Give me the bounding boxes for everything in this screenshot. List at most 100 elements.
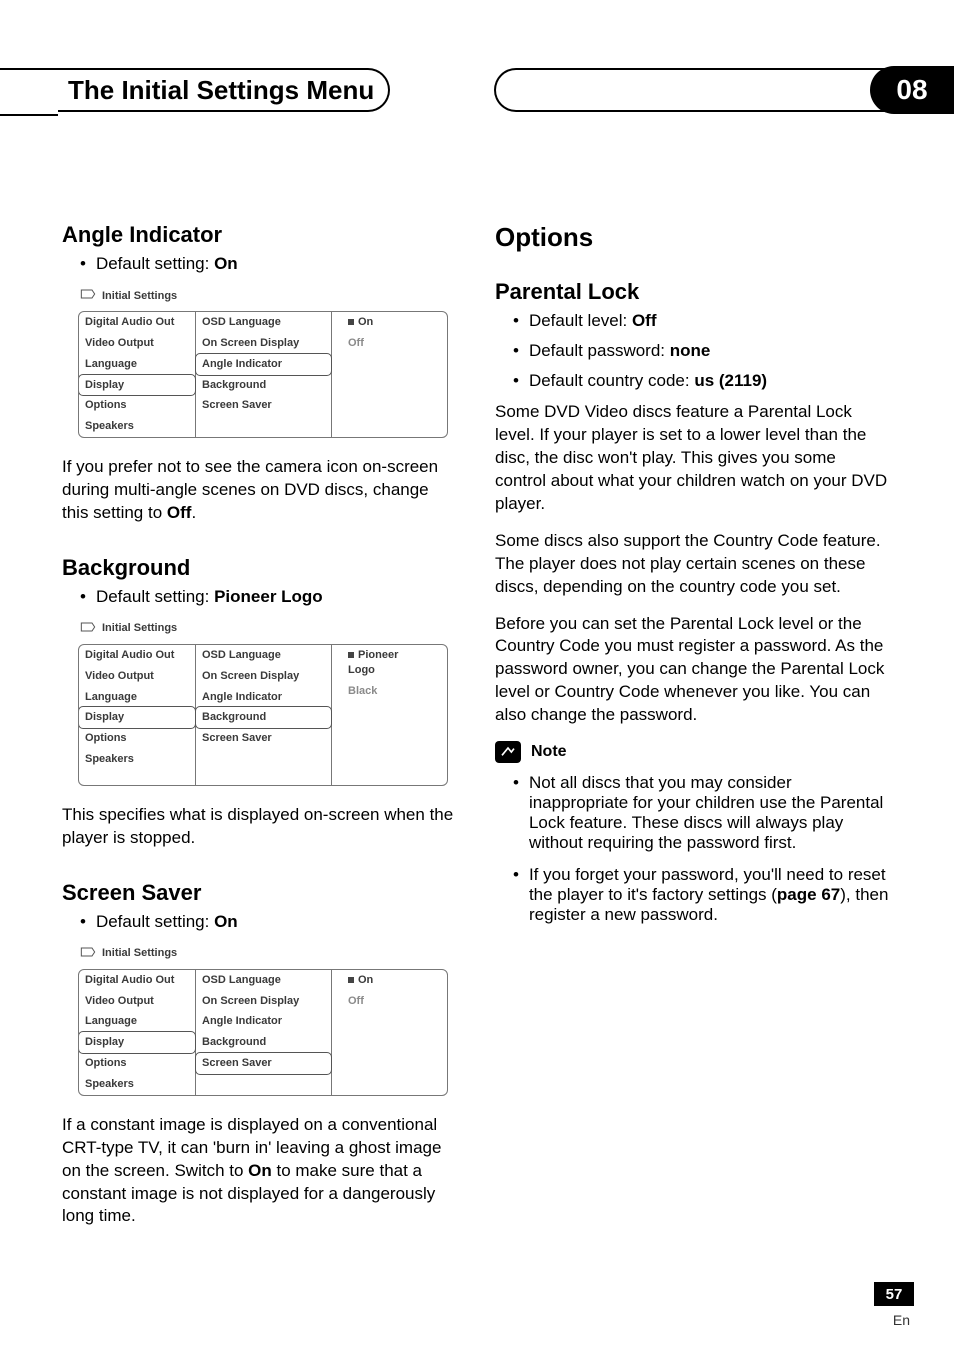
page-lang: En [893,1312,910,1328]
panel-col3-item: On [332,312,431,333]
note-icon [495,741,521,763]
chapter-badge: 08 [870,66,954,114]
panel-col2-item: Screen Saver [195,1052,332,1075]
background-default-value: Pioneer Logo [214,587,323,606]
panel-col1-item: Video Output [79,991,195,1012]
panel-col2-item: Screen Saver [196,728,331,749]
saver-body-b: On [248,1161,272,1180]
angle-body-c: . [191,503,196,522]
panel-col3-item: Off [332,991,431,1012]
panel-col3-item: On [332,970,431,991]
panel-col1-item: Display [78,706,196,729]
settings-icon [80,621,96,636]
panel-col3-item: Pioneer Logo [332,645,431,681]
page-number: 57 [874,1282,914,1306]
note-row: Note [495,741,890,763]
panel-col2-item: OSD Language [196,970,331,991]
header-title-pill: The Initial Settings Menu [58,68,390,112]
note1-text: Not all discs that you may consider inap… [529,773,890,853]
note-label: Note [531,743,567,761]
panel-background-header: Initial Settings [78,617,448,644]
panel-col2-item: OSD Language [196,312,331,333]
settings-icon [80,288,96,303]
panel-col2-item: OSD Language [196,645,331,666]
settings-icon [80,946,96,961]
panel-col1-item: Language [79,1011,195,1032]
note-bullet-2: If you forget your password, you'll need… [513,865,890,925]
panel-col2-item: Angle Indicator [196,687,331,708]
parental-b1-value: Off [632,311,657,330]
parental-b3-value: us (2119) [694,371,767,390]
background-default-label: Default setting: [96,587,214,606]
parental-p1: Some DVD Video discs feature a Parental … [495,401,890,516]
angle-body: If you prefer not to see the camera icon… [62,456,457,525]
panel-col2-item: Background [196,375,331,396]
panel-col1-item: Options [79,728,195,749]
angle-default: Default setting: On [80,254,457,274]
background-body: This specifies what is displayed on-scre… [62,804,457,850]
angle-body-a: If you prefer not to see the camera icon… [62,457,438,522]
note-bullet-1: Not all discs that you may consider inap… [513,773,890,853]
saver-default-value: On [214,912,238,931]
panel-angle-header: Initial Settings [78,284,448,311]
panel-title: Initial Settings [102,290,177,302]
panel-col1-item: Speakers [79,1074,195,1095]
panel-col1-item: Speakers [79,749,195,770]
heading-parental: Parental Lock [495,279,890,305]
panel-title: Initial Settings [102,947,177,959]
parental-b3: Default country code: us (2119) [513,371,890,391]
panel-col1-item: Speakers [79,416,195,437]
left-column: Angle Indicator Default setting: On Init… [62,222,457,1242]
panel-col1-item: Options [79,1053,195,1074]
saver-default-label: Default setting: [96,912,214,931]
parental-p3: Before you can set the Parental Lock lev… [495,613,890,728]
right-column: Options Parental Lock Default level: Off… [495,222,890,935]
parental-b1: Default level: Off [513,311,890,331]
note2b: page 67 [777,885,840,904]
parental-p2: Some discs also support the Country Code… [495,530,890,599]
panel-col2-item: Angle Indicator [196,1011,331,1032]
panel-col2-item: On Screen Display [196,333,331,354]
panel-background-grid: Digital Audio OutVideo OutputLanguageDis… [78,644,448,786]
parental-b3-label: Default country code: [529,371,694,390]
panel-col3-item: Off [332,333,431,354]
header-right: 08 [494,68,954,112]
panel-col1-item: Video Output [79,333,195,354]
panel-col3-item: Black [332,681,431,702]
panel-col1-item: Language [79,687,195,708]
saver-body: If a constant image is displayed on a co… [62,1114,457,1229]
panel-saver: Initial Settings Digital Audio OutVideo … [78,942,448,1096]
panel-col2-item: Background [196,1032,331,1053]
parental-b2-value: none [670,341,711,360]
panel-col1-item: Display [78,374,196,397]
heading-angle: Angle Indicator [62,222,457,248]
page-header: The Initial Settings Menu 08 [0,68,954,116]
header-title: The Initial Settings Menu [62,75,374,106]
panel-col1-item: Language [79,354,195,375]
panel-col2-item: Screen Saver [196,395,331,416]
panel-col2-item: On Screen Display [196,666,331,687]
panel-col2-item: Background [195,706,332,729]
heading-options: Options [495,222,890,253]
background-default: Default setting: Pioneer Logo [80,587,457,607]
panel-col1-item: Digital Audio Out [79,312,195,333]
panel-title: Initial Settings [102,622,177,634]
panel-angle-grid: Digital Audio OutVideo OutputLanguageDis… [78,311,448,438]
angle-default-value: On [214,254,238,273]
heading-background: Background [62,555,457,581]
panel-col1-item: Video Output [79,666,195,687]
angle-body-b: Off [167,503,192,522]
panel-background: Initial Settings Digital Audio OutVideo … [78,617,448,786]
parental-b2-label: Default password: [529,341,670,360]
heading-saver: Screen Saver [62,880,457,906]
panel-col2-item: On Screen Display [196,991,331,1012]
parental-b1-label: Default level: [529,311,632,330]
panel-col1-item: Digital Audio Out [79,645,195,666]
panel-saver-grid: Digital Audio OutVideo OutputLanguageDis… [78,969,448,1096]
panel-col2-item: Angle Indicator [195,353,332,376]
panel-col1-item: Display [78,1031,196,1054]
panel-saver-header: Initial Settings [78,942,448,969]
panel-col1-item: Options [79,395,195,416]
panel-col1-item: Digital Audio Out [79,970,195,991]
saver-default: Default setting: On [80,912,457,932]
